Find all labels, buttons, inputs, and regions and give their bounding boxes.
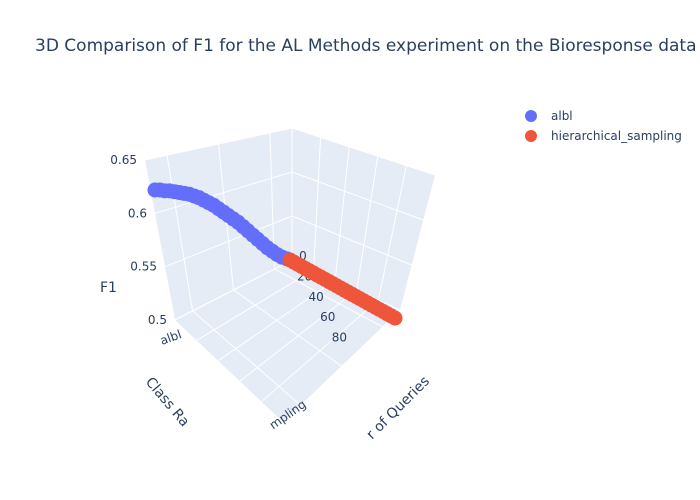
x-tick-label: albl (158, 327, 183, 348)
back-wall (145, 128, 292, 320)
side-gridline (291, 215, 412, 266)
back-gridline (166, 155, 194, 312)
y-axis-title: r of Queries (364, 373, 433, 442)
y-tick-label: 60 (320, 310, 335, 324)
3d-scene: 0.50.550.60.65020406080alblmpling F1 Cla… (100, 127, 436, 443)
z-tick-label: 0.5 (148, 313, 167, 327)
legend-label[interactable]: albl (551, 109, 573, 123)
legend-marker[interactable] (525, 110, 537, 122)
side-wall (292, 128, 435, 310)
hierarchical-sampling-point (387, 310, 403, 326)
legend[interactable]: albl hierarchical_sampling (525, 109, 682, 143)
floor-gridline (233, 289, 342, 367)
wall-gridline (377, 165, 407, 301)
floor-gridline (192, 310, 301, 406)
y-tick-label: 0 (299, 249, 307, 263)
y-tick-label: 40 (309, 290, 324, 304)
wall-gridline (356, 156, 379, 291)
wall-gridline (334, 146, 350, 281)
floor-gridline (274, 268, 383, 328)
gridlines (144, 127, 436, 406)
markers (147, 182, 403, 326)
z-tick-label: 0.55 (130, 260, 157, 274)
legend-marker[interactable] (525, 130, 537, 142)
side-gridline (291, 127, 436, 176)
wall-gridline (313, 137, 322, 271)
z-axis-title: F1 (100, 280, 117, 296)
x-axis-title: Class Ra (142, 374, 192, 430)
chart-title: 3D Comparison of F1 for the AL Methods e… (35, 36, 697, 56)
z-tick-label: 0.6 (128, 206, 147, 220)
y-tick-label: 80 (332, 331, 347, 345)
z-tick-label: 0.65 (110, 153, 137, 167)
side-gridline (291, 171, 424, 221)
legend-label[interactable]: hierarchical_sampling (551, 129, 682, 143)
